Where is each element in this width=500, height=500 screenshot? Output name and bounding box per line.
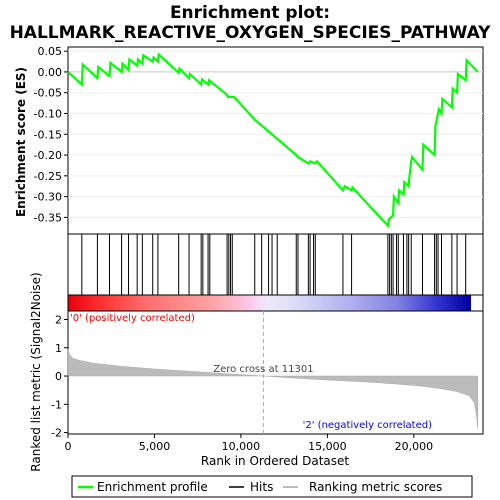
hits-panel bbox=[67, 233, 484, 296]
rank-x-tick-label: 10,000 bbox=[222, 440, 261, 453]
color-bar-fill bbox=[68, 295, 471, 311]
negative-correlation-label: '2' (negatively correlated) bbox=[303, 420, 432, 431]
es-y-tick-label: -0.05 bbox=[34, 87, 62, 100]
es-panel: 0.05 0.00 -0.05 -0.10 -0.15 -0.20 -0.25 -0.30 -0… bbox=[14, 45, 484, 235]
legend-hits-label: Hits bbox=[250, 480, 273, 494]
rank-x-tick-label: 15,000 bbox=[308, 440, 347, 453]
rank-y-tick-label: -1 bbox=[51, 398, 62, 411]
rank-x-axis-label: Rank in Ordered Dataset bbox=[201, 454, 349, 468]
rank-y-tick-label: 1 bbox=[55, 342, 62, 355]
rank-x-tick-label: 20,000 bbox=[395, 440, 434, 453]
ranking-metric-area bbox=[67, 349, 479, 429]
rank-x-tick-label: 5,000 bbox=[139, 440, 171, 453]
rank-y-ticks: 2 1 0 -1 -2 bbox=[51, 313, 68, 440]
rank-x-ticks: 0 5,000 10,000 15,000 20,000 bbox=[65, 434, 434, 453]
es-y-tick-label: 0.05 bbox=[38, 45, 63, 58]
es-y-tick-label: -0.35 bbox=[34, 211, 62, 224]
positive-correlation-label: '0' (positively correlated) bbox=[70, 313, 195, 324]
es-y-axis-label: Enrichment score (ES) bbox=[14, 67, 28, 217]
hit-lines bbox=[81, 234, 467, 295]
rank-y-tick-label: 0 bbox=[55, 370, 62, 383]
hits-panel-frame bbox=[67, 233, 484, 296]
chart-title-line2: HALLMARK_REACTIVE_OXYGEN_SPECIES_PATHWAY bbox=[10, 23, 492, 43]
es-y-tick-label: -0.20 bbox=[34, 149, 62, 162]
rank-y-axis-label: Ranked list metric (Signal2Noise) bbox=[29, 272, 43, 471]
es-y-tick-label: -0.10 bbox=[34, 107, 62, 120]
es-y-tick-label: -0.30 bbox=[34, 191, 62, 204]
es-y-ticks: 0.05 0.00 -0.05 -0.10 -0.15 -0.20 -0.25 -0.30 -0… bbox=[34, 45, 68, 224]
es-y-tick-label: -0.25 bbox=[34, 170, 62, 183]
rank-y-tick-label: 2 bbox=[55, 313, 62, 326]
es-y-tick-label: -0.15 bbox=[34, 128, 62, 141]
rank-x-tick-label: 0 bbox=[65, 440, 72, 453]
chart-title-line1: Enrichment plot: bbox=[170, 3, 330, 23]
legend: Enrichment profile Hits Ranking metric s… bbox=[71, 475, 473, 498]
es-y-tick-label: 0.00 bbox=[38, 66, 63, 79]
legend-frame bbox=[71, 475, 473, 498]
rank-metric-panel: Zero cross at 11301 '0' (positively corr… bbox=[29, 272, 484, 472]
rank-y-tick-label: -2 bbox=[51, 427, 62, 440]
enrichment-profile-line bbox=[67, 52, 479, 229]
rank-color-bar bbox=[67, 294, 484, 312]
es-panel-frame bbox=[67, 46, 484, 235]
legend-ranking-label: Ranking metric scores bbox=[309, 480, 442, 494]
legend-enrichment-label: Enrichment profile bbox=[97, 480, 208, 494]
zero-cross-label: Zero cross at 11301 bbox=[213, 364, 313, 375]
